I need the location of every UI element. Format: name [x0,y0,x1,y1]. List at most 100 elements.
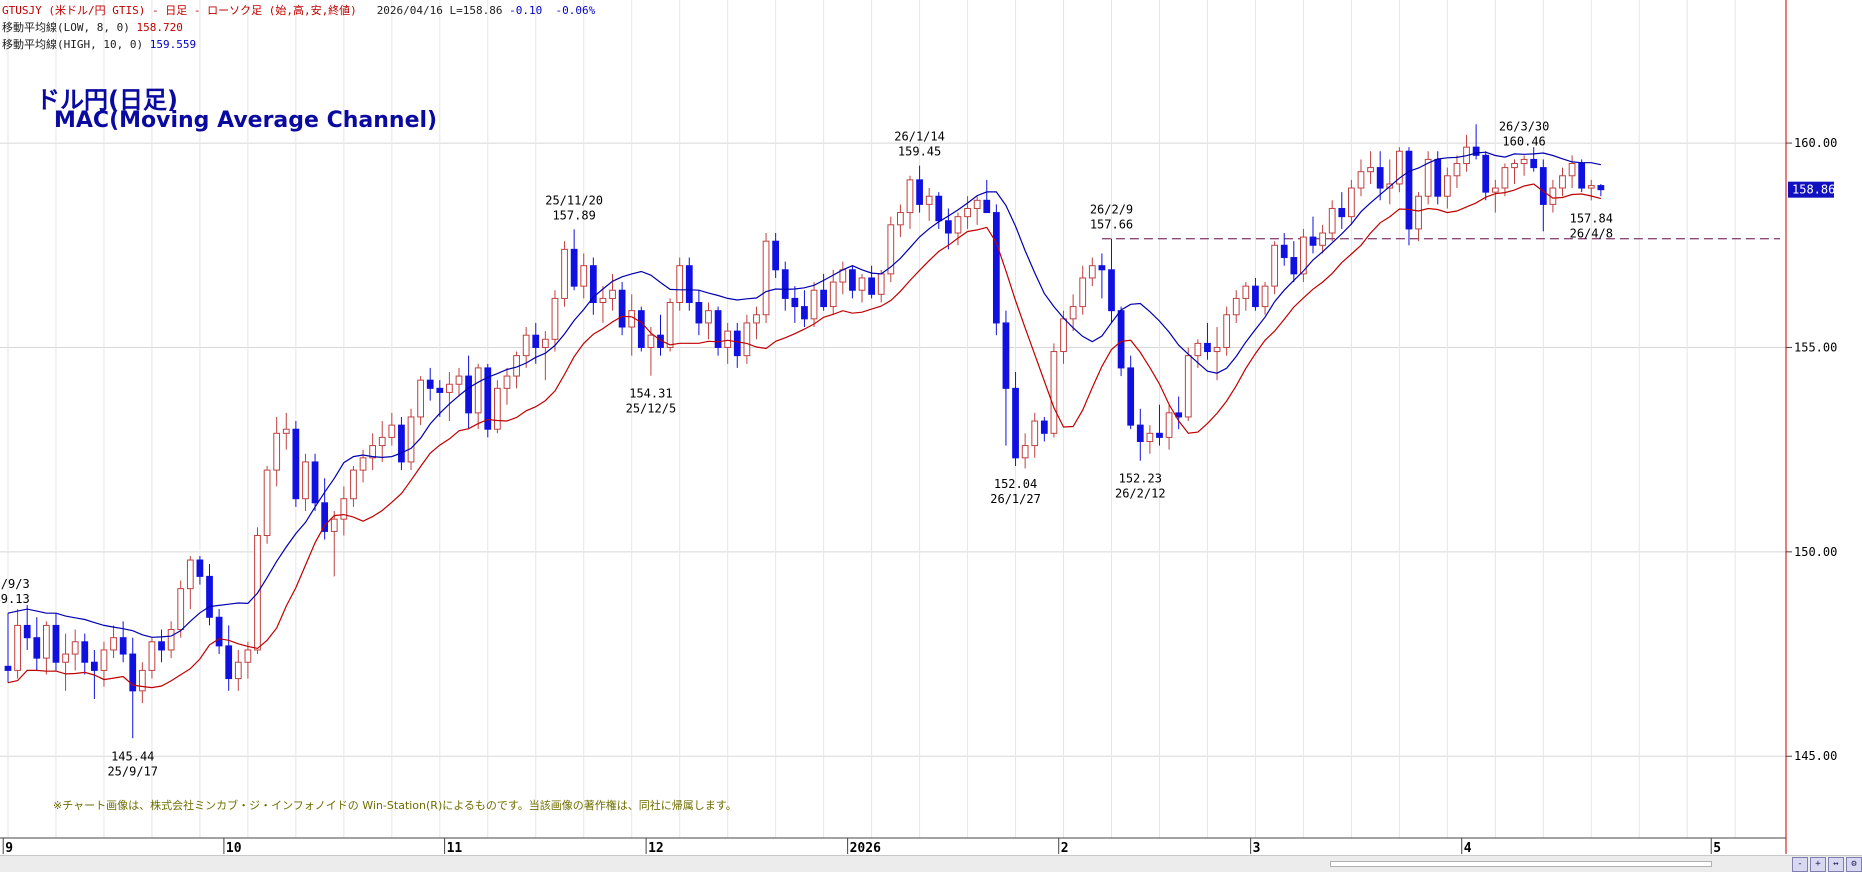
fit-icon[interactable]: ↔ [1828,857,1844,872]
candle-body [23,624,31,639]
candle-body [1021,445,1029,459]
candle-body [944,220,952,234]
annotation-price: 145.44 [111,749,154,763]
month-label: 10 [226,841,242,856]
candle-body [1012,387,1019,459]
candle-body [925,195,933,205]
candle-body [1597,185,1605,191]
candle-body [983,199,991,214]
candle-body [52,624,60,663]
candle-body [14,624,21,671]
annotation-date: 25/9/17 [107,764,158,778]
candle-body [1415,195,1422,230]
candle-body [954,216,962,234]
candle-body [359,457,367,471]
candle-body [1511,163,1518,169]
candle-body [1136,424,1144,442]
candle-body [263,469,271,537]
candle-body [311,461,319,504]
settings-icon[interactable]: ⚙ [1846,857,1862,872]
candle-body [71,641,79,655]
month-label: 12 [648,841,664,856]
chart-subtitle: MAC(Moving Average Channel) [54,108,438,133]
candle-body [810,289,818,320]
candle-body [244,649,252,663]
candle-body [225,645,233,680]
candle-body [493,387,501,430]
candle-body [196,559,204,577]
candle-body [503,375,511,389]
candle-body [992,212,1000,324]
candle-body [1530,158,1538,169]
candle-body [1204,342,1211,353]
candle-body [1539,167,1547,205]
horizontal-scrollbar[interactable]: - + ↔ ⚙ [0,855,1862,872]
annotation-date: 26/2/9 [1090,203,1133,217]
candle-body [1443,175,1451,197]
scroll-track[interactable] [1330,861,1712,867]
candle-body [1156,432,1163,438]
zoom-out-icon[interactable]: - [1792,857,1808,872]
candle-body [1165,412,1173,438]
candle-body [1290,257,1298,275]
candle-body [1434,158,1442,197]
candle-body [733,330,741,357]
annotation-price: 154.31 [629,387,672,401]
candle-body [138,669,146,692]
month-label: 9 [5,841,13,856]
candle-body [388,424,396,438]
moving-averages [7,151,1602,689]
candle-body [234,661,242,680]
price-change-pct: -0.06% [555,4,596,17]
candle-body [1252,285,1259,308]
candle-body [292,428,300,500]
quote-date: 2026/04/16 [376,4,443,17]
candle-body [829,281,837,308]
candle-body [1050,351,1058,434]
header-line-3: 移動平均線(HIGH, 10, 0) 159.559 [2,36,196,52]
candle-body [791,297,799,308]
candle-body [897,212,904,226]
candle-body [378,436,386,447]
candle-body [1357,171,1365,189]
candle-body [1127,367,1135,426]
candle-body [858,277,866,291]
header-line-2: 移動平均線(LOW, 8, 0) 158.720 [2,19,183,35]
candle-body [1184,355,1192,418]
candle-body [666,301,674,348]
ma-low-label: 移動平均線(LOW, 8, 0) [2,21,130,34]
candle-body [273,432,281,471]
candle-body [1338,207,1346,218]
candle-body [1108,269,1115,312]
candle-body [1079,277,1087,308]
candle-body [1261,285,1269,308]
candle-body [215,616,223,647]
zoom-in-icon[interactable]: + [1810,857,1826,872]
candle-body [1040,420,1048,434]
month-label: 2026 [850,841,881,856]
ma-high-line [7,151,1602,638]
candle-body [484,367,492,430]
candle-body [81,641,89,663]
candle-body [302,461,309,500]
candle-body [1088,265,1096,279]
candle-body [599,297,607,303]
y-tick-label: 160.00 [1794,136,1837,150]
candle-body [1069,306,1077,320]
candle-body [676,265,684,303]
annotation-date: 25/11/20 [545,193,603,207]
candle-body [522,334,530,357]
candle-body [532,334,540,348]
candle-body [753,314,760,324]
candle-body [724,330,732,348]
candle-body [820,289,828,308]
candle-body [714,310,722,348]
symbol-title: GTUSJY (米ドル/円 GTIS) - 日足 - ローソク足 (始,高,安,… [2,4,357,17]
candle-body [282,428,290,434]
candle-body [628,310,636,328]
annotation-price: 159.45 [898,145,941,159]
last-price-tag [1788,181,1834,198]
candle-body [206,575,213,618]
annotation-price: 157.89 [552,208,595,222]
